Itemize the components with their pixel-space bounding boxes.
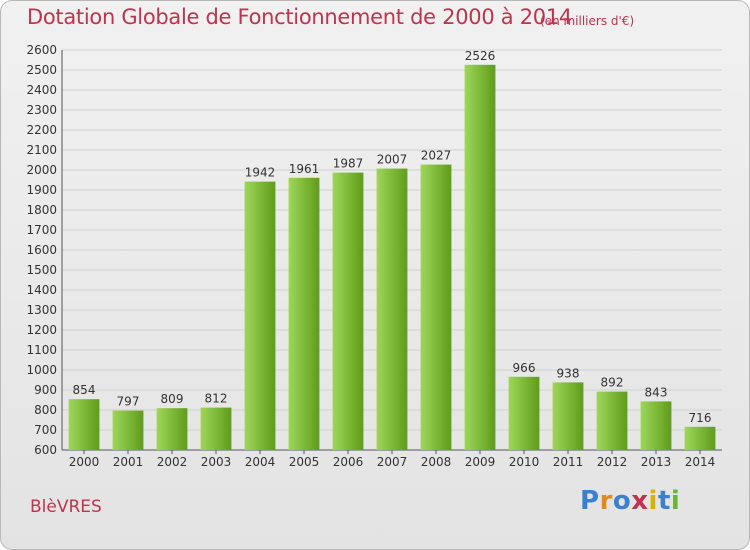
y-tick-label: 2000: [26, 163, 57, 177]
value-label: 812: [205, 392, 228, 406]
y-tick-label: 1300: [26, 303, 57, 317]
chart-title: Dotation Globale de Fonctionnement de 20…: [27, 5, 572, 29]
value-label: 892: [601, 376, 624, 390]
y-tick-label: 1600: [26, 243, 57, 257]
bar: [420, 164, 452, 450]
x-tick-label: 2004: [245, 455, 276, 469]
x-tick-label: 2007: [377, 455, 408, 469]
bar: [68, 399, 100, 450]
value-label: 938: [557, 366, 580, 380]
chart-subtitle: (en milliers d'€): [540, 14, 635, 28]
logo-letter: x: [631, 486, 649, 516]
x-tick-label: 2005: [289, 455, 320, 469]
bars: [68, 64, 716, 451]
value-label: 843: [645, 385, 668, 399]
bar: [552, 382, 584, 450]
value-label: 809: [161, 392, 184, 406]
value-label: 2007: [377, 153, 408, 167]
y-tick-label: 2600: [26, 43, 57, 57]
x-tick-label: 2006: [333, 455, 364, 469]
proxiti-logo: Proxiti: [580, 486, 680, 516]
y-tick-label: 1000: [26, 363, 57, 377]
bar: [376, 168, 408, 450]
y-tick-label: 700: [34, 423, 57, 437]
value-label: 2526: [465, 49, 496, 63]
y-tick-label: 800: [34, 403, 57, 417]
logo-letter: i: [648, 486, 658, 516]
x-tick-labels: 2000 2001 2002 2003 2004 2005 2006 2007 2008 2009…: [69, 455, 716, 469]
bar: [112, 410, 144, 450]
value-label: 2027: [421, 149, 452, 163]
y-tick-label: 2200: [26, 123, 57, 137]
value-label: 1987: [333, 157, 364, 171]
x-tick-label: 2011: [553, 455, 584, 469]
value-label: 716: [689, 411, 712, 425]
y-tick-label: 1200: [26, 323, 57, 337]
bar: [596, 391, 628, 450]
y-tick-label: 1700: [26, 223, 57, 237]
y-tick-label: 1500: [26, 263, 57, 277]
x-tick-label: 2013: [641, 455, 672, 469]
x-tick-label: 2012: [597, 455, 628, 469]
logo-letter: o: [612, 486, 632, 516]
y-tick-label: 2100: [26, 143, 57, 157]
y-tick-label: 600: [34, 443, 57, 457]
bar: [640, 401, 672, 450]
bar: [200, 407, 232, 450]
y-tick-label: 2500: [26, 63, 57, 77]
y-tick-label: 2300: [26, 103, 57, 117]
logo-letter: t: [657, 486, 671, 516]
value-label: 797: [117, 395, 140, 409]
value-label: 854: [73, 383, 96, 397]
bar: [684, 426, 716, 450]
y-tick-labels: 600 700 800 900 1000 1100 1200 1300 1400 1500 1600…: [26, 43, 57, 457]
city-name: BlèVRES: [30, 497, 102, 517]
value-label: 966: [513, 361, 536, 375]
x-tick-label: 2001: [113, 455, 144, 469]
logo-letter: i: [670, 486, 681, 516]
bar: [464, 64, 496, 451]
y-tick-label: 2400: [26, 83, 57, 97]
y-tick-label: 1800: [26, 203, 57, 217]
bar: [508, 376, 540, 450]
y-tick-label: 1900: [26, 183, 57, 197]
bar: [244, 181, 276, 450]
bar: [288, 177, 320, 451]
y-tick-label: 900: [34, 383, 57, 397]
logo-letter: P: [580, 486, 600, 516]
y-tick-label: 1100: [26, 343, 57, 357]
x-tick-label: 2014: [685, 455, 716, 469]
x-tick-label: 2010: [509, 455, 540, 469]
logo-letter: r: [599, 486, 613, 516]
value-labels: 854 797 809 812 1942 1961 1987 2007 2027 2526 966 9…: [73, 49, 712, 425]
x-tick-label: 2003: [201, 455, 232, 469]
y-tick-label: 1400: [26, 283, 57, 297]
bar: [332, 172, 364, 450]
bar: [156, 408, 188, 450]
x-tick-label: 2008: [421, 455, 452, 469]
x-tick-label: 2002: [157, 455, 188, 469]
x-tick-label: 2009: [465, 455, 496, 469]
x-tick-label: 2000: [69, 455, 100, 469]
value-label: 1961: [289, 162, 320, 176]
value-label: 1942: [245, 166, 276, 180]
